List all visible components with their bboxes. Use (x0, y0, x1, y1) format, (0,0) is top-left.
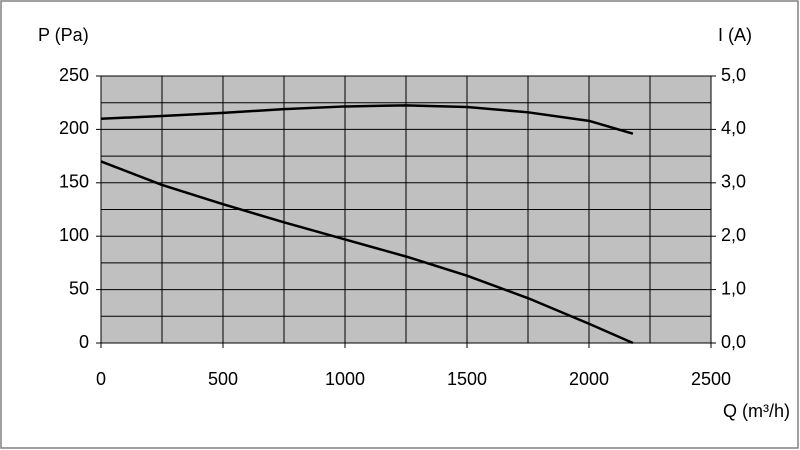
x-axis-label: Q (m³/h) (723, 401, 790, 421)
y-axis-label: P (Pa) (38, 25, 89, 45)
x-tick-label: 2000 (569, 369, 609, 389)
y2-axis-label: I (A) (718, 25, 752, 45)
plot-border (100, 75, 712, 344)
series-line (100, 104, 634, 135)
x-tick-label: 0 (96, 369, 106, 389)
y2-tick-label: 5,0 (721, 65, 746, 85)
y-tick-label: 150 (59, 172, 89, 192)
y2-tick-label: 1,0 (721, 278, 746, 298)
y2-tick-label: 0,0 (721, 332, 746, 352)
y-tick-label: 50 (69, 278, 89, 298)
y-tick-label: 0 (79, 332, 89, 352)
series-line (100, 160, 634, 345)
x-tick-label: 1000 (325, 369, 365, 389)
x-tick-label: 500 (208, 369, 238, 389)
y-tick-label: 100 (59, 225, 89, 245)
y2-tick-label: 2,0 (721, 225, 746, 245)
y-tick-label: 200 (59, 118, 89, 138)
y-tick-label: 250 (59, 65, 89, 85)
y2-tick-label: 3,0 (721, 172, 746, 192)
x-tick-label: 2500 (691, 369, 731, 389)
x-tick-label: 1500 (447, 369, 487, 389)
y2-tick-label: 4,0 (721, 118, 746, 138)
